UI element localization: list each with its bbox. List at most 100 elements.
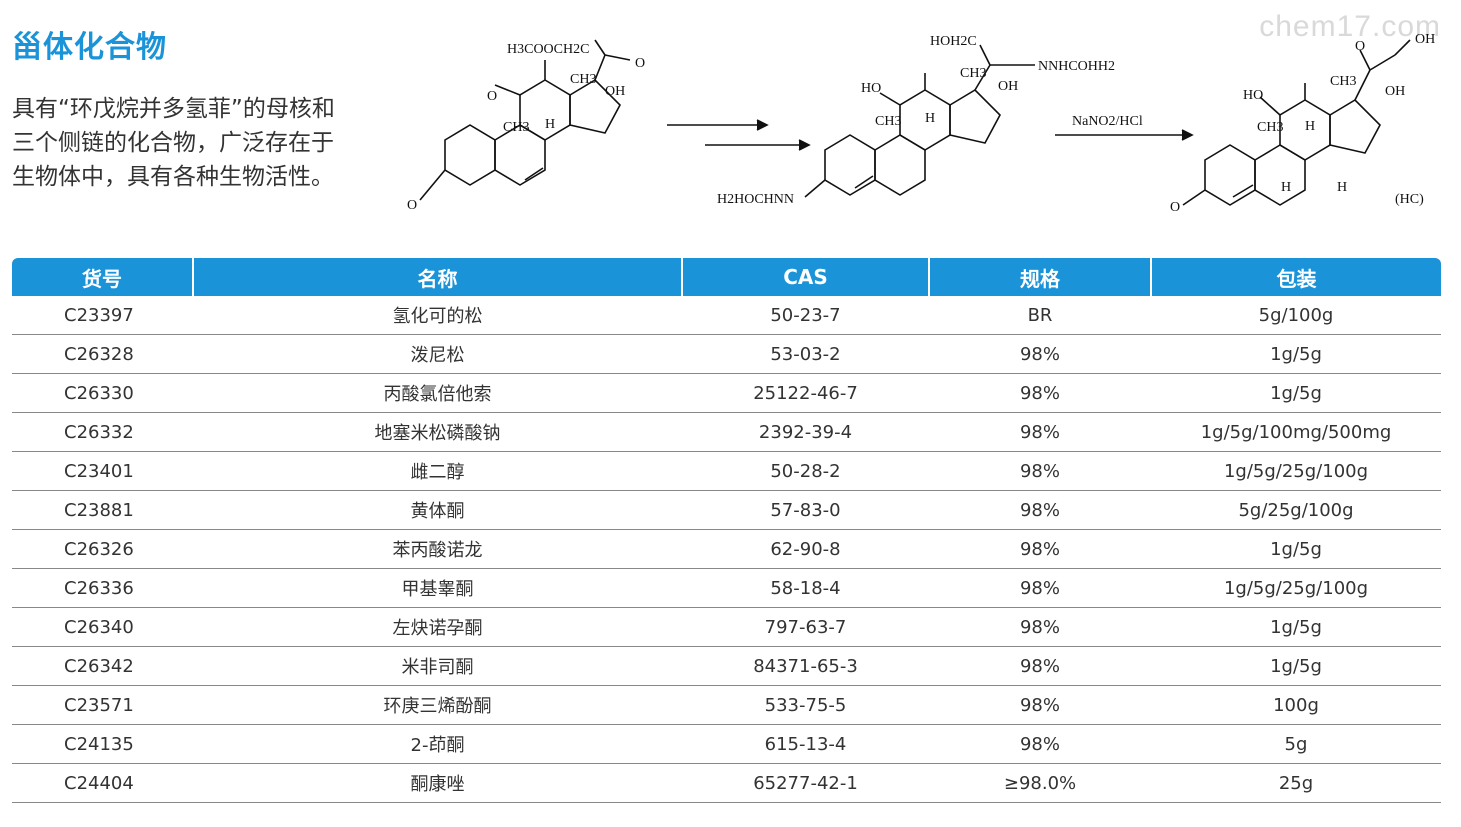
cell-name: 氢化可的松 bbox=[193, 296, 682, 335]
cell-spec: ≥98.0% bbox=[929, 763, 1151, 803]
cell-sku: C24135 bbox=[12, 724, 193, 764]
cell-sku: C23401 bbox=[12, 451, 193, 491]
cell-package: 5g bbox=[1151, 724, 1441, 764]
cell-sku: C26330 bbox=[12, 373, 193, 413]
cell-name: 酮康唑 bbox=[193, 763, 682, 803]
svg-text:HO: HO bbox=[1243, 88, 1263, 103]
table-row: C26326 苯丙酸诺龙 62-90-8 98% 1g/5g bbox=[12, 529, 1441, 569]
table-row: C26330 丙酸氯倍他索 25122-46-7 98% 1g/5g bbox=[12, 373, 1441, 413]
cell-cas: 50-28-2 bbox=[682, 451, 929, 491]
cell-package: 1g/5g/25g/100g bbox=[1151, 568, 1441, 608]
cell-sku: C23397 bbox=[12, 296, 193, 335]
cell-name: 2-茚酮 bbox=[193, 724, 682, 764]
cell-spec: 98% bbox=[929, 451, 1151, 491]
table-row: C26340 左炔诺孕酮 797-63-7 98% 1g/5g bbox=[12, 607, 1441, 647]
cell-package: 5g/100g bbox=[1151, 296, 1441, 335]
cell-spec: 98% bbox=[929, 334, 1151, 374]
cell-sku: C26326 bbox=[12, 529, 193, 569]
cell-cas: 533-75-5 bbox=[682, 685, 929, 725]
cell-spec: 98% bbox=[929, 568, 1151, 608]
cell-package: 5g/25g/100g bbox=[1151, 490, 1441, 530]
cell-cas: 50-23-7 bbox=[682, 296, 929, 335]
table-row: C26328 泼尼松 53-03-2 98% 1g/5g bbox=[12, 334, 1441, 374]
svg-text:H: H bbox=[1337, 180, 1347, 195]
table-row: C24404 酮康唑 65277-42-1 ≥98.0% 25g bbox=[12, 763, 1441, 803]
cell-spec: 98% bbox=[929, 724, 1151, 764]
cell-name: 雌二醇 bbox=[193, 451, 682, 491]
cell-name: 米非司酮 bbox=[193, 646, 682, 686]
cell-sku: C26328 bbox=[12, 334, 193, 374]
cell-sku: C26332 bbox=[12, 412, 193, 452]
svg-text:CH3: CH3 bbox=[1330, 74, 1356, 89]
cell-cas: 65277-42-1 bbox=[682, 763, 929, 803]
product-structure bbox=[1182, 39, 1411, 206]
cell-spec: 98% bbox=[929, 373, 1151, 413]
cell-cas: 53-03-2 bbox=[682, 334, 929, 374]
svg-text:HO: HO bbox=[861, 81, 881, 96]
cell-name: 环庚三烯酚酮 bbox=[193, 685, 682, 725]
svg-text:OH: OH bbox=[1385, 84, 1405, 99]
cell-package: 25g bbox=[1151, 763, 1441, 803]
cell-cas: 62-90-8 bbox=[682, 529, 929, 569]
svg-text:CH3: CH3 bbox=[875, 114, 901, 129]
cell-cas: 84371-65-3 bbox=[682, 646, 929, 686]
svg-text:OH: OH bbox=[998, 79, 1018, 94]
cell-sku: C23881 bbox=[12, 490, 193, 530]
svg-text:O: O bbox=[407, 198, 417, 213]
cell-package: 1g/5g bbox=[1151, 334, 1441, 374]
cell-sku: C24404 bbox=[12, 763, 193, 803]
cell-cas: 615-13-4 bbox=[682, 724, 929, 764]
product-label: (HC) bbox=[1395, 192, 1424, 207]
svg-text:H: H bbox=[925, 111, 935, 126]
int-sidechain-a-label: HOH2C bbox=[930, 34, 977, 49]
int-sidechain-b-label: NNHCOHH2 bbox=[1038, 59, 1115, 74]
header-package: 包装 bbox=[1150, 258, 1441, 296]
header-cas: CAS bbox=[681, 258, 929, 296]
cell-cas: 2392-39-4 bbox=[682, 412, 929, 452]
svg-text:O: O bbox=[487, 89, 497, 104]
cell-sku: C26342 bbox=[12, 646, 193, 686]
cell-package: 1g/5g bbox=[1151, 607, 1441, 647]
cell-package: 1g/5g bbox=[1151, 529, 1441, 569]
svg-text:CH3: CH3 bbox=[960, 66, 986, 81]
int-hydrazone-label: H2HOCHNN bbox=[717, 192, 794, 207]
cell-name: 泼尼松 bbox=[193, 334, 682, 374]
cell-spec: 98% bbox=[929, 646, 1151, 686]
cell-package: 100g bbox=[1151, 685, 1441, 725]
cell-spec: 98% bbox=[929, 607, 1151, 647]
svg-text:H: H bbox=[1281, 180, 1291, 195]
cell-name: 苯丙酸诺龙 bbox=[193, 529, 682, 569]
product-table: 货号 名称 CAS 规格 包装 C23397 氢化可的松 50-23-7 BR 5g/1… bbox=[12, 258, 1441, 803]
cell-name: 左炔诺孕酮 bbox=[193, 607, 682, 647]
watermark: chem17.com bbox=[1259, 10, 1441, 43]
svg-text:OH: OH bbox=[605, 84, 625, 99]
cell-package: 1g/5g bbox=[1151, 373, 1441, 413]
reaction-scheme: H3COOCH2C O OH O CH3 CH3 H O HOH2C NNHCO… bbox=[407, 32, 1435, 215]
cell-cas: 25122-46-7 bbox=[682, 373, 929, 413]
table-row: C24135 2-茚酮 615-13-4 98% 5g bbox=[12, 724, 1441, 764]
cell-package: 1g/5g bbox=[1151, 646, 1441, 686]
svg-text:CH3: CH3 bbox=[570, 72, 596, 87]
cell-package: 1g/5g/25g/100g bbox=[1151, 451, 1441, 491]
svg-text:O: O bbox=[1170, 200, 1180, 215]
cell-cas: 797-63-7 bbox=[682, 607, 929, 647]
cell-spec: BR bbox=[929, 296, 1151, 335]
table-row: C23571 环庚三烯酚酮 533-75-5 98% 100g bbox=[12, 685, 1441, 725]
intermediate-structure bbox=[804, 44, 1035, 198]
table-header-row: 货号 名称 CAS 规格 包装 bbox=[12, 258, 1441, 296]
svg-text:OH: OH bbox=[1415, 32, 1435, 47]
cell-name: 甲基睾酮 bbox=[193, 568, 682, 608]
cell-name: 丙酸氯倍他索 bbox=[193, 373, 682, 413]
table-row: C26332 地塞米松磷酸钠 2392-39-4 98% 1g/5g/100mg/500… bbox=[12, 412, 1441, 452]
table-row: C23397 氢化可的松 50-23-7 BR 5g/100g bbox=[12, 296, 1441, 335]
table-row: C26342 米非司酮 84371-65-3 98% 1g/5g bbox=[12, 646, 1441, 686]
cell-sku: C26340 bbox=[12, 607, 193, 647]
reagent-label: NaNO2/HCl bbox=[1072, 114, 1143, 129]
table-row: C26336 甲基睾酮 58-18-4 98% 1g/5g/25g/100g bbox=[12, 568, 1441, 608]
svg-text:CH3: CH3 bbox=[503, 120, 529, 135]
cell-spec: 98% bbox=[929, 529, 1151, 569]
header-spec: 规格 bbox=[928, 258, 1151, 296]
header-sku: 货号 bbox=[12, 258, 193, 296]
starting-material-structure bbox=[419, 39, 631, 201]
cell-spec: 98% bbox=[929, 685, 1151, 725]
